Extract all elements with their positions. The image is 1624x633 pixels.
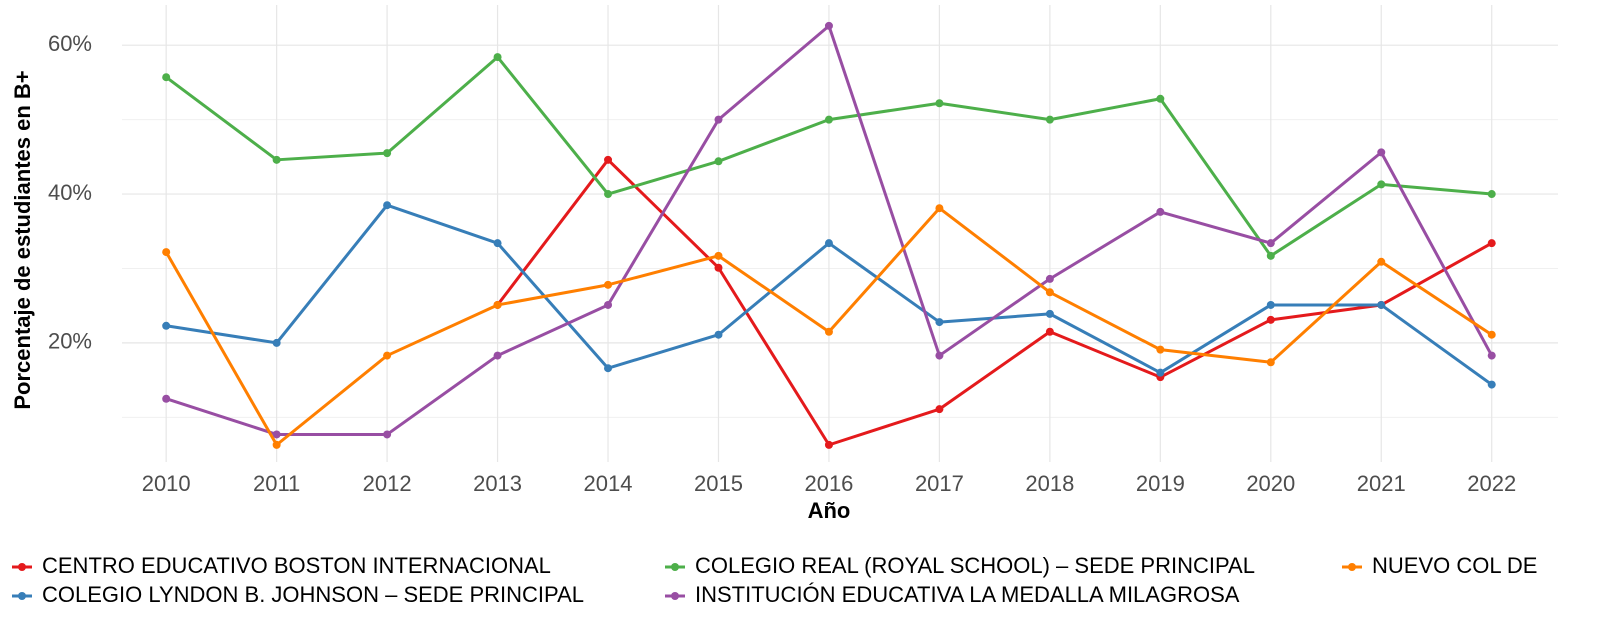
data-point [714, 330, 723, 339]
x-axis-title: Año [808, 498, 851, 523]
x-tick-label: 2010 [142, 471, 191, 496]
data-point [935, 318, 944, 327]
data-point [493, 53, 502, 62]
data-point [383, 201, 392, 210]
data-point [1377, 148, 1386, 157]
data-point [1266, 315, 1275, 324]
series-line [496, 158, 1493, 447]
data-point [1045, 288, 1054, 297]
data-point [1045, 327, 1054, 336]
data-point [162, 73, 171, 82]
data-point [272, 155, 281, 164]
legend-key-point [1348, 563, 1356, 571]
data-point [493, 300, 502, 309]
legend-label: INSTITUCIÓN EDUCATIVA LA MEDALLA MILAGRO… [695, 582, 1240, 607]
x-tick-label: 2018 [1025, 471, 1074, 496]
x-tick-label: 2013 [473, 471, 522, 496]
data-point [824, 440, 833, 449]
data-point [1266, 239, 1275, 248]
data-point [1487, 330, 1496, 339]
data-point [1266, 358, 1275, 367]
data-point [714, 157, 723, 166]
data-point [1156, 345, 1165, 354]
y-tick-label: 20% [48, 329, 92, 354]
data-point [383, 351, 392, 360]
data-point [1377, 180, 1386, 189]
legend-key-point [671, 563, 679, 571]
x-tick-label: 2012 [363, 471, 412, 496]
x-tick-label: 2016 [804, 471, 853, 496]
x-tick-label: 2015 [694, 471, 743, 496]
data-point [272, 430, 281, 439]
data-point [1045, 274, 1054, 283]
data-point [1156, 94, 1165, 103]
data-point [1045, 309, 1054, 318]
data-point [824, 327, 833, 336]
data-point [1377, 300, 1386, 309]
data-point [383, 149, 392, 158]
data-point [1045, 115, 1054, 124]
data-point [824, 239, 833, 248]
data-point [714, 263, 723, 272]
legend-key-point [18, 592, 26, 600]
data-point [1487, 190, 1496, 199]
data-point [162, 394, 171, 403]
legend-key-point [18, 563, 26, 571]
x-tick-label: 2022 [1467, 471, 1516, 496]
x-tick-label: 2017 [915, 471, 964, 496]
legend-label: NUEVO COL DE [1372, 553, 1537, 578]
data-point [604, 300, 613, 309]
data-point [272, 338, 281, 347]
data-point [1266, 251, 1275, 260]
data-point [935, 405, 944, 414]
data-point [824, 21, 833, 30]
legend-label: COLEGIO LYNDON B. JOHNSON – SEDE PRINCIP… [42, 582, 584, 607]
legend-label: COLEGIO REAL (ROYAL SCHOOL) – SEDE PRINC… [695, 553, 1255, 578]
data-point [272, 440, 281, 449]
data-point [1266, 300, 1275, 309]
data-point [824, 115, 833, 124]
data-point [935, 204, 944, 213]
x-tick-label: 2019 [1136, 471, 1185, 496]
x-tick-label: 2021 [1357, 471, 1406, 496]
legend-label: CENTRO EDUCATIVO BOSTON INTERNACIONAL [42, 553, 551, 578]
data-point [162, 248, 171, 257]
data-point [604, 364, 613, 373]
data-point [162, 321, 171, 330]
data-point [383, 430, 392, 439]
x-tick-label: 2011 [253, 471, 300, 496]
data-point [1156, 207, 1165, 216]
data-point [714, 251, 723, 260]
data-point [493, 239, 502, 248]
data-point [1487, 380, 1496, 389]
data-point [935, 351, 944, 360]
data-point [493, 351, 502, 360]
y-axis-title: Porcentaje de estudiantes en B+ [10, 70, 35, 409]
data-point [604, 190, 613, 199]
y-tick-label: 40% [48, 180, 92, 205]
legend-key-point [671, 592, 679, 600]
data-point [604, 155, 613, 164]
data-point [1377, 257, 1386, 266]
data-point [604, 280, 613, 289]
data-point [935, 99, 944, 108]
data-point [1156, 368, 1165, 377]
y-tick-label: 60% [48, 31, 92, 56]
x-tick-label: 2020 [1246, 471, 1295, 496]
x-tick-label: 2014 [584, 471, 633, 496]
data-point [1487, 351, 1496, 360]
data-point [714, 115, 723, 124]
data-point [1487, 239, 1496, 248]
